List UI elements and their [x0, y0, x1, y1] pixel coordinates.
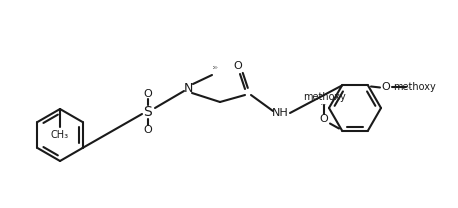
Text: methoxy: methoxy [321, 104, 327, 105]
Text: methoxy: methoxy [393, 83, 436, 93]
Text: O: O [320, 114, 328, 124]
Text: methyl: methyl [213, 66, 218, 68]
Text: S: S [144, 105, 153, 119]
Text: O: O [234, 61, 242, 71]
Text: O: O [144, 89, 153, 99]
Text: methoxy: methoxy [303, 92, 345, 102]
Text: methyl: methyl [213, 65, 218, 67]
Text: NH: NH [272, 108, 289, 118]
Text: O: O [144, 125, 153, 135]
Text: methyl: methyl [213, 67, 218, 69]
Text: CH₃: CH₃ [51, 130, 69, 140]
Text: methoxy2: methoxy2 [404, 87, 412, 88]
Text: O: O [382, 83, 390, 93]
Text: N: N [183, 82, 193, 94]
